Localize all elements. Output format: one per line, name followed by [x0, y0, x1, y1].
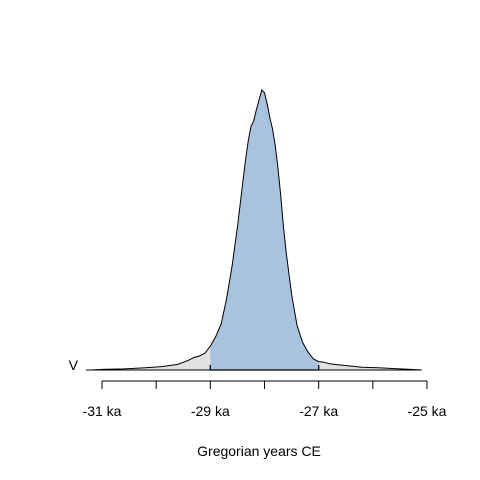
x-tick-label: -27 ka — [299, 403, 338, 419]
x-axis-title: Gregorian years CE — [197, 443, 321, 459]
density-outline — [91, 89, 422, 371]
credible-interval-fill — [210, 90, 319, 370]
series-label: V — [69, 357, 79, 373]
x-axis: -31 ka -29 ka -27 ka -25 ka — [83, 380, 447, 419]
x-tick-label: -31 ka — [83, 403, 122, 419]
x-tick-label: -25 ka — [408, 403, 447, 419]
x-tick-label: -29 ka — [191, 403, 230, 419]
credible-interval-bracket — [209, 365, 320, 371]
